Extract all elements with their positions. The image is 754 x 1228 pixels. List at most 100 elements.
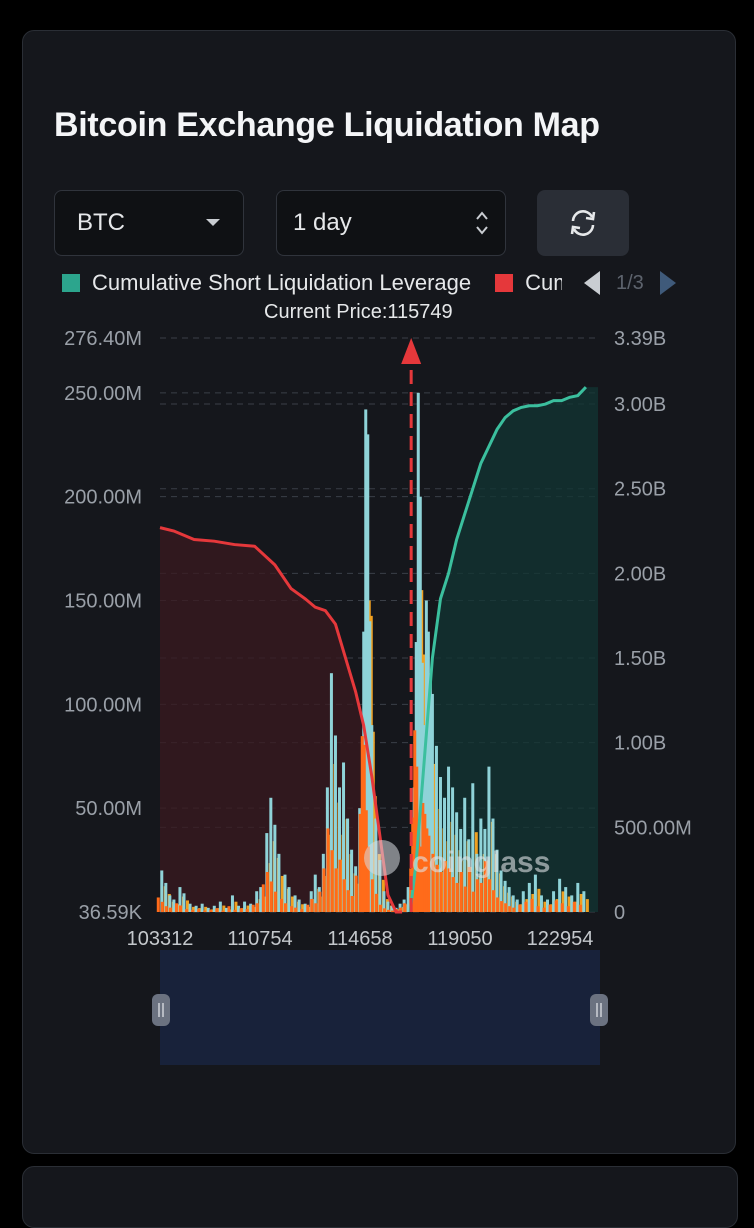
bar (366, 434, 370, 912)
bar (366, 846, 370, 912)
bar (435, 864, 439, 912)
bar (530, 898, 534, 912)
next-page-icon[interactable] (658, 270, 678, 296)
bar (451, 787, 455, 912)
bar (283, 874, 287, 912)
refresh-icon (570, 210, 596, 236)
bar (459, 828, 463, 912)
bar (259, 887, 263, 912)
bar (221, 910, 225, 912)
bar (293, 895, 297, 912)
bar (558, 878, 562, 912)
bar (542, 907, 546, 912)
bar (164, 906, 168, 912)
bar (475, 879, 479, 912)
bar (364, 409, 368, 912)
y-right-tick-label: 0 (614, 902, 625, 924)
bar (570, 895, 574, 912)
y-left-tick-label: 276.40M (64, 328, 142, 350)
bar (224, 907, 228, 912)
y-right-tick-label: 1.50B (614, 648, 666, 670)
bar (277, 853, 281, 912)
bar (576, 882, 580, 912)
bar (421, 802, 425, 912)
bar (536, 906, 540, 912)
legend-items: Cumulative Short Liquidation Leverage Cu… (62, 269, 562, 297)
x-tick-label: 110754 (227, 928, 292, 950)
bar (273, 824, 277, 912)
bar (409, 868, 413, 912)
bar (438, 777, 442, 912)
bar (330, 850, 334, 912)
bar (443, 797, 447, 912)
legend-swatch-short (62, 274, 80, 292)
refresh-button[interactable] (537, 190, 629, 256)
bar (434, 745, 438, 912)
bar (491, 818, 495, 912)
bar (255, 891, 259, 912)
bar (194, 905, 198, 912)
bar (360, 736, 364, 912)
bar (178, 905, 182, 912)
bar (585, 899, 589, 912)
bar (291, 896, 295, 912)
x-tick-label: 119050 (427, 928, 492, 950)
bar (561, 891, 565, 912)
y-right-tick-label: 500.00M (614, 817, 692, 839)
bar (554, 900, 558, 912)
bar (504, 903, 508, 912)
period-stepper[interactable]: 1 day (276, 190, 506, 256)
legend-item-short[interactable]: Cumulative Short Liquidation Leverage (62, 270, 471, 296)
y-right-tick-label: 3.00B (614, 394, 666, 416)
bar (487, 879, 491, 912)
legend-item-long[interactable]: Cumulative Long Liquidation Leverage (495, 270, 562, 296)
bar (419, 846, 423, 912)
bar (333, 735, 337, 912)
bar (496, 897, 500, 912)
y-left-tick-label: 150.00M (64, 590, 142, 612)
bar (424, 600, 428, 912)
bar (423, 813, 427, 912)
bar (428, 673, 432, 912)
current-price-arrow (401, 338, 422, 364)
bar (518, 904, 522, 912)
zoom-handle-left[interactable] (152, 994, 170, 1026)
prev-page-icon[interactable] (582, 270, 602, 296)
bar (548, 904, 552, 912)
bar (297, 899, 301, 912)
bar (269, 797, 273, 912)
legend-label-long: Cumulative Long Liquidation Leverage (525, 270, 562, 295)
bar (511, 895, 515, 912)
bar (182, 893, 186, 912)
bar (567, 896, 571, 912)
bar (222, 905, 226, 912)
bar (334, 868, 338, 912)
period-value: 1 day (293, 209, 352, 236)
bar (495, 849, 499, 912)
bar (172, 899, 176, 912)
bar (261, 884, 265, 912)
bar (192, 906, 196, 912)
bar (443, 861, 447, 912)
bar (500, 901, 504, 912)
bar (290, 906, 294, 912)
bar (269, 881, 273, 912)
y-left-tick-label: 100.00M (64, 694, 142, 716)
bar (265, 872, 269, 912)
bar (382, 891, 386, 912)
bar (403, 903, 407, 912)
bar (387, 909, 391, 912)
symbol-select[interactable]: BTC (54, 190, 244, 256)
bar (399, 907, 403, 912)
bar (455, 812, 459, 912)
bar (507, 887, 511, 912)
bar (413, 730, 417, 912)
watermark-text: coinglass (412, 846, 550, 879)
bar (251, 904, 255, 912)
zoom-handle-right[interactable] (590, 994, 608, 1026)
bar (537, 888, 541, 912)
short-area (410, 387, 598, 912)
bar (515, 899, 519, 912)
bar (209, 909, 213, 912)
bar (337, 787, 341, 912)
